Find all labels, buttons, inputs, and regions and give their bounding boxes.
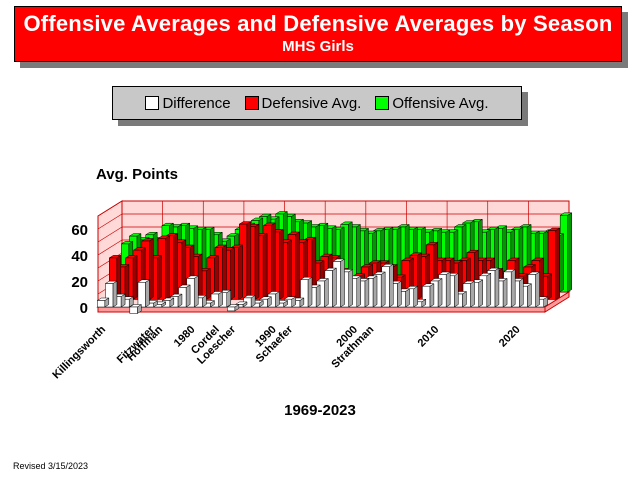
floor-edge: [97, 306, 546, 313]
revised-note: Revised 3/15/2023: [13, 461, 89, 471]
bar-difference-2000-side: [356, 275, 362, 308]
bar-difference-1985: [227, 306, 236, 312]
chart-title: Offensive Averages and Defensive Average…: [23, 11, 613, 36]
bar-defensive-1989-side: [279, 228, 284, 300]
y-axis-label: Avg. Points: [96, 166, 178, 183]
bar-defensive-1979-side: [197, 253, 203, 300]
bar-difference-1970-side: [112, 280, 118, 308]
bar-defensive-1974-side: [157, 254, 162, 300]
bar-defensive-1987-side: [262, 232, 268, 300]
y-tick-label: 60: [71, 222, 88, 239]
y-tick-label: 40: [71, 248, 88, 265]
bar-difference-1995-side: [315, 284, 321, 308]
bar-defensive-1988-side: [270, 222, 276, 300]
bar-difference-2017-side: [494, 267, 500, 308]
bar-difference-1979-side: [185, 284, 191, 308]
bar-difference-1974: [137, 282, 146, 308]
x-tick-label-year: 2020: [497, 324, 523, 350]
bar-defensive-1991-side: [295, 231, 300, 300]
chart-subtitle: MHS Girls: [282, 38, 354, 55]
legend-swatch-offensive: [375, 96, 390, 110]
bar-defensive-1973-side: [149, 238, 154, 300]
legend: Difference Defensive Avg. Offensive Avg.: [112, 86, 522, 120]
legend-item-offensive: Offensive Avg.: [375, 94, 489, 112]
bar-difference-2022-side: [535, 271, 540, 308]
bar-defensive-2021-side: [539, 257, 544, 300]
bar-defensive-1986-side: [254, 223, 260, 300]
legend-label-offensive: Offensive Avg.: [392, 94, 489, 112]
bar-defensive-2023-side: [555, 227, 560, 300]
bar-defensive-1975-side: [165, 235, 170, 300]
bar-difference-2012-side: [454, 272, 459, 308]
bar-difference-2006-side: [405, 288, 410, 308]
gridline-side: [97, 226, 123, 243]
legend-item-difference: Difference: [145, 94, 231, 112]
y-tick-label: 20: [71, 274, 88, 291]
bar-difference-2007-side: [413, 285, 418, 308]
bar-difference-2009-side: [429, 283, 435, 308]
gridline-side: [97, 239, 123, 256]
bar-offensive-2022-side: [559, 233, 564, 293]
floor-edge-side: [544, 291, 570, 313]
gridline-side: [97, 213, 123, 230]
bar-defensive-2023: [547, 230, 556, 300]
bar-difference-1973: [129, 306, 138, 314]
legend-swatch-difference: [145, 96, 160, 110]
bar-defensive-1976-side: [173, 232, 178, 300]
bar-difference-2005-side: [397, 280, 402, 308]
bar-difference-2003-side: [380, 271, 386, 308]
bar-difference-2001-side: [364, 278, 370, 308]
bar-difference-1994: [300, 279, 309, 308]
legend-label-defensive: Defensive Avg.: [261, 94, 362, 112]
legend-item-defensive: Defensive Avg.: [244, 94, 362, 112]
bar-defensive-1969-side: [116, 254, 122, 300]
bar-difference-1999-side: [348, 268, 353, 308]
bar-difference-1996-side: [324, 278, 329, 308]
bar-defensive-2022-side: [547, 273, 552, 300]
legend-label-difference: Difference: [162, 94, 231, 112]
bar-difference-2018-side: [502, 278, 508, 308]
bar-difference-2011-side: [445, 271, 451, 308]
x-tick-label-coach: Killingsworth: [50, 323, 108, 381]
bar-difference-1998-side: [340, 258, 345, 308]
legend-swatch-defensive: [244, 96, 259, 110]
chart-title-box: Offensive Averages and Defensive Average…: [14, 6, 622, 62]
bar-defensive-1980-side: [205, 267, 211, 300]
bar-difference-1984-side: [226, 289, 231, 308]
bar-difference-2021-side: [527, 283, 532, 308]
bar-difference-2014-side: [470, 280, 475, 308]
bar-difference-1969: [97, 300, 106, 308]
bar-difference-2019-side: [510, 268, 516, 308]
bar-difference-2009: [422, 285, 431, 308]
x-axis-label: 1969-2023: [284, 402, 356, 419]
bar-offensive-2023-side: [567, 212, 572, 293]
bar-defensive-1990-side: [287, 239, 292, 300]
gridline-side: [97, 200, 123, 217]
bar-difference-2010-side: [437, 278, 443, 308]
bar-difference-1970: [105, 283, 114, 308]
bar-difference-1994-side: [307, 276, 313, 308]
bar-difference-2004-side: [389, 263, 394, 308]
bar-difference-1974-side: [145, 279, 150, 308]
bar-defensive-1971-side: [132, 254, 138, 300]
x-tick-label-year: 2010: [416, 324, 442, 350]
bar-difference-2020-side: [519, 278, 524, 308]
bar-difference-1980-side: [193, 275, 199, 308]
bar-difference-2016-side: [486, 272, 492, 308]
y-tick-label: 0: [80, 300, 88, 317]
bar-difference-2002-side: [372, 275, 378, 308]
bar-defensive-2006-side: [417, 252, 422, 300]
bar-difference-2015-side: [478, 279, 483, 308]
bar-defensive-1983-side: [230, 247, 235, 300]
bar-defensive-1985-side: [246, 221, 252, 300]
bar-defensive-1970-side: [124, 264, 130, 300]
bar-defensive-1984-side: [238, 244, 243, 300]
bar-difference-1997-side: [332, 267, 337, 308]
